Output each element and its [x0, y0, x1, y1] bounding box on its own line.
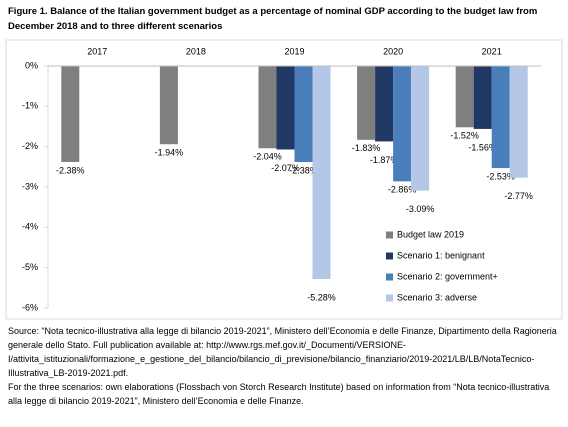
- bar: [411, 66, 430, 191]
- y-tick-label: -3%: [22, 181, 38, 191]
- bar: [455, 66, 474, 128]
- value-label: -2.07%: [271, 163, 300, 173]
- legend-label: Scenario 1: benignant: [397, 250, 485, 260]
- bar: [393, 66, 412, 182]
- bar: [258, 66, 277, 149]
- bar: [159, 66, 178, 145]
- value-label: -2.04%: [253, 152, 282, 162]
- bar: [294, 66, 313, 162]
- value-label: -2.38%: [56, 165, 85, 175]
- value-label: -1.56%: [468, 142, 497, 152]
- legend-swatch: [386, 252, 393, 260]
- bar: [276, 66, 295, 150]
- bar: [473, 66, 492, 129]
- legend-label: Scenario 3: adverse: [397, 292, 477, 302]
- value-label: -1.83%: [352, 143, 381, 153]
- y-tick-label: -1%: [22, 101, 38, 111]
- x-tick-label: 2017: [87, 46, 107, 56]
- x-tick-label: 2020: [383, 46, 403, 56]
- chart: 0% -1% -2% -3% -4% -5% -6% 2017 2018 2019 2020 2021…: [5, 39, 563, 320]
- legend-swatch: [386, 273, 393, 281]
- y-tick-label: -6%: [22, 302, 38, 312]
- value-label: -1.52%: [450, 131, 479, 141]
- bar: [491, 66, 510, 169]
- bar: [312, 66, 331, 279]
- value-label: -2.77%: [504, 191, 533, 201]
- value-label: -2.53%: [486, 171, 515, 181]
- bar: [375, 66, 394, 142]
- chart-title: Figure 1. Balance of the Italian governm…: [8, 6, 538, 32]
- y-tick-label: 0%: [25, 60, 38, 70]
- legend-label: Budget law 2019: [397, 229, 464, 239]
- y-tick-label: -4%: [22, 222, 38, 232]
- legend-label: Scenario 2: government+: [397, 271, 498, 281]
- value-label: -2.38%: [289, 165, 318, 175]
- source-note: Source: “Nota tecnico-illustrativa alla …: [8, 326, 557, 378]
- legend-swatch: [386, 294, 393, 302]
- value-label: -1.87%: [370, 155, 399, 165]
- y-tick-label: -5%: [22, 262, 38, 272]
- chart-frame: [5, 39, 563, 320]
- value-label: -2.86%: [388, 185, 417, 195]
- x-tick-label: 2019: [284, 46, 304, 56]
- bar: [357, 66, 376, 140]
- y-tick-label: -2%: [22, 141, 38, 151]
- value-label: -1.94%: [155, 148, 184, 158]
- value-label: -3.09%: [406, 204, 435, 214]
- value-label: -5.28%: [307, 292, 336, 302]
- x-tick-label: 2018: [186, 46, 206, 56]
- x-tick-label: 2021: [482, 46, 502, 56]
- bar: [509, 66, 528, 178]
- bar: [61, 66, 80, 162]
- legend-swatch: [386, 231, 393, 239]
- footnote: For the three scenarios: own elaboration…: [8, 382, 550, 406]
